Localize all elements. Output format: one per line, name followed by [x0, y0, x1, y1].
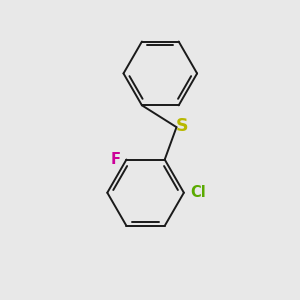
Text: S: S [176, 117, 189, 135]
Text: F: F [111, 152, 121, 167]
Text: Cl: Cl [190, 185, 206, 200]
